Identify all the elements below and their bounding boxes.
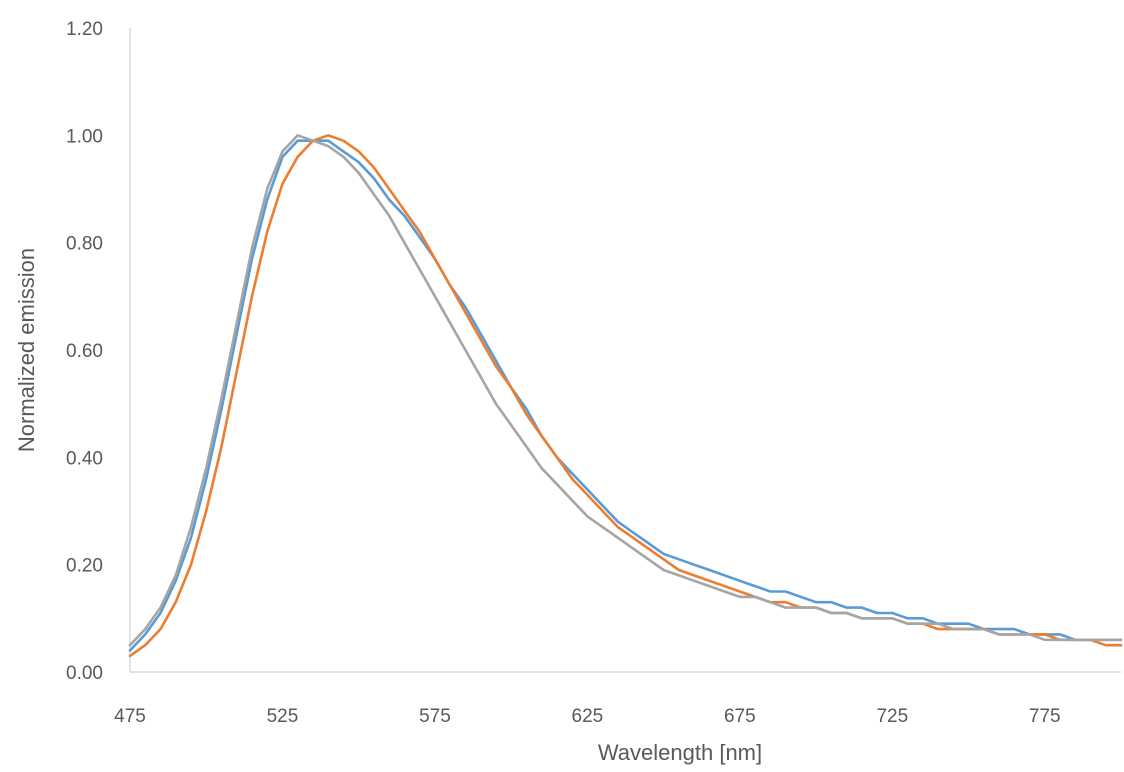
x-tick-labels: 475 525 575 625 675 725 775 xyxy=(114,706,1060,727)
y-tick-label: 0.80 xyxy=(66,234,103,255)
y-axis-title: Normalized emission xyxy=(14,248,39,452)
series-lines xyxy=(128,134,1123,658)
series-line-2 xyxy=(128,134,1123,658)
x-tick-label: 625 xyxy=(572,706,604,727)
x-tick-label: 675 xyxy=(724,706,756,727)
y-tick-label: 0.40 xyxy=(66,448,103,469)
series-line-1 xyxy=(128,139,1123,652)
y-tick-label: 1.00 xyxy=(66,126,103,147)
x-tick-label: 775 xyxy=(1029,706,1061,727)
y-tick-label: 0.00 xyxy=(66,663,103,684)
y-tick-label: 1.20 xyxy=(66,19,103,40)
y-tick-label: 0.60 xyxy=(66,341,103,362)
axes xyxy=(129,28,1121,673)
y-tick-labels: 0.00 0.20 0.40 0.60 0.80 1.00 1.20 xyxy=(66,19,103,684)
y-tick-label: 0.20 xyxy=(66,556,103,577)
x-tick-label: 575 xyxy=(419,706,451,727)
x-tick-label: 525 xyxy=(267,706,299,727)
x-tick-label: 725 xyxy=(876,706,908,727)
x-tick-label: 475 xyxy=(114,706,146,727)
x-axis-title: Wavelength [nm] xyxy=(598,740,762,765)
series-line-3 xyxy=(128,134,1123,647)
